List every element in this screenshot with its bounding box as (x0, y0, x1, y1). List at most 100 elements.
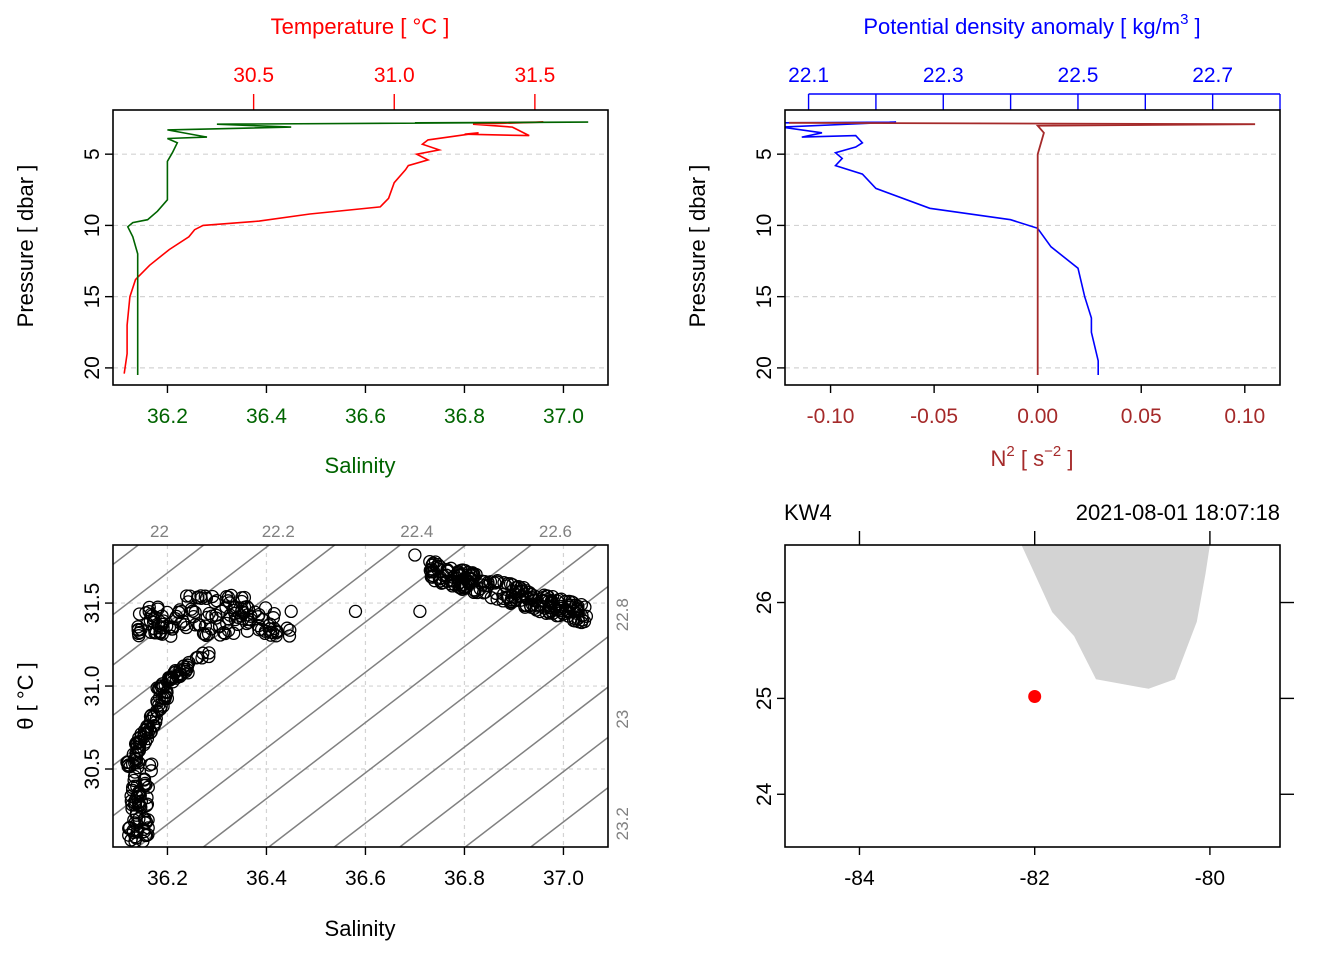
data-point (132, 731, 146, 745)
temperature-axis-title: Temperature [ °C ] (271, 14, 450, 39)
data-point (122, 821, 136, 836)
data-point (348, 604, 363, 619)
data-point (198, 627, 212, 641)
y-tick-label: 30.5 (81, 749, 104, 790)
data-point (138, 776, 152, 791)
x-tick-label: 37.0 (543, 867, 584, 890)
isopycnal-label-top: 22.2 (262, 522, 295, 541)
data-point (280, 621, 294, 635)
density-tick-label: 22.7 (1192, 64, 1233, 87)
lon-tick-label: -82 (1020, 867, 1050, 890)
temperature-line (123, 121, 544, 374)
data-point (121, 755, 136, 769)
data-point (205, 589, 220, 604)
data-point (150, 681, 164, 695)
data-point (244, 609, 258, 623)
panel-temperature-salinity-profile: Temperature [ °C ] Salinity Pressure [ d… (13, 14, 609, 478)
data-point (147, 612, 161, 626)
data-point (132, 740, 147, 754)
data-point (283, 623, 297, 637)
density-axis-title: Potential density anomaly [ kg/m3 ] (863, 11, 1200, 39)
y-tick-label: 5 (81, 148, 104, 160)
y-tick-label: 10 (753, 214, 776, 237)
data-point (141, 813, 155, 827)
salinity-tick-label: 37.0 (543, 405, 584, 428)
scatter-points (120, 548, 594, 847)
data-point (195, 651, 209, 665)
lat-tick-label: 25 (753, 687, 776, 710)
data-point (574, 597, 589, 612)
data-point (504, 594, 519, 608)
data-point (451, 577, 465, 591)
salinity-tick-label: 36.4 (246, 405, 287, 428)
y-tick-label: 31.0 (81, 666, 104, 707)
data-point (221, 590, 236, 604)
x-tick-label: 36.2 (147, 867, 188, 890)
data-point (489, 586, 503, 601)
data-point (128, 751, 142, 766)
data-point (490, 592, 504, 606)
data-point (436, 575, 450, 590)
data-point (219, 600, 233, 614)
isopycnal-label-top: 22.4 (400, 522, 433, 541)
data-point (154, 699, 168, 713)
data-point (227, 626, 241, 640)
data-point (124, 794, 138, 808)
map-frame (784, 544, 1281, 848)
florida-coastline (1021, 545, 1210, 689)
data-point (202, 646, 216, 660)
data-point (545, 589, 560, 604)
isopycnal-line (268, 585, 608, 847)
panel-station-map: KW4 2021-08-01 18:07:18 -84 -82 -80 24 25 26 (753, 500, 1294, 890)
data-point (220, 616, 234, 631)
data-point (198, 619, 213, 633)
data-point (533, 604, 547, 619)
data-point (248, 605, 262, 619)
data-point (122, 828, 136, 842)
density-tick-label: 22.5 (1058, 64, 1099, 87)
data-point (423, 554, 437, 569)
data-point (196, 626, 211, 641)
station-marker (1028, 689, 1042, 703)
data-point (413, 604, 427, 619)
data-point (148, 626, 162, 640)
x-tick-label: 36.6 (345, 867, 386, 890)
data-point (577, 614, 592, 629)
n2-line (789, 121, 1256, 375)
n2-tick-label: -0.05 (910, 405, 958, 428)
data-point (131, 795, 146, 810)
data-point (425, 558, 440, 572)
density-line (785, 121, 1099, 375)
data-point (133, 625, 147, 640)
isopycnal-label-right: 22.8 (613, 598, 632, 631)
salinity-tick-label: 36.8 (444, 405, 485, 428)
data-point (467, 583, 481, 597)
data-point (125, 783, 140, 797)
pressure-axis-title: Pressure [ dbar ] (13, 165, 38, 328)
data-point (140, 797, 155, 811)
data-point (447, 569, 462, 583)
density-tick-label: 22.3 (923, 64, 964, 87)
data-point (151, 600, 165, 614)
data-point (138, 816, 153, 830)
n2-tick-label: -0.10 (807, 405, 855, 428)
data-point (129, 808, 144, 822)
data-point (497, 576, 511, 590)
density-tick-label: 22.1 (788, 64, 829, 87)
isopycnal-line (464, 736, 608, 847)
data-point (453, 580, 468, 595)
data-point (182, 655, 196, 670)
data-point (499, 579, 513, 593)
data-point (481, 578, 495, 593)
x-tick-label: 36.8 (444, 867, 485, 890)
station-name: KW4 (784, 500, 832, 525)
isopycnal-line (137, 545, 532, 847)
data-point (132, 735, 147, 750)
data-point (465, 566, 480, 580)
data-point (141, 780, 155, 794)
panel-ts-diagram: Salinity θ [ °C ] 36.2 36.4 36.6 36.8 37.0 30… (13, 522, 632, 941)
isopycnal-line (530, 786, 608, 847)
data-point (202, 606, 216, 621)
data-point (514, 593, 528, 607)
data-point (156, 614, 171, 628)
